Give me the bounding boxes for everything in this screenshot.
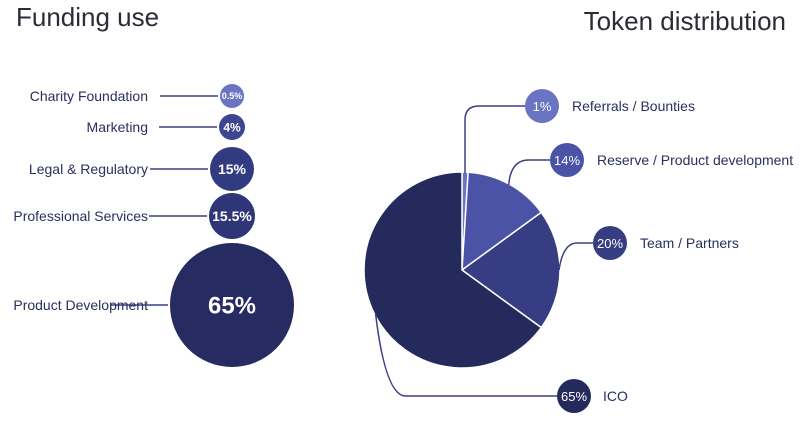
pie-label-ico: ICO: [603, 388, 628, 404]
token-distribution-title: Token distribution: [583, 6, 786, 36]
funding-bubble-charity-foundation: [220, 84, 244, 108]
funding-label-professional-services: Professional Services: [13, 208, 148, 224]
pie-value-bubble-ico: [557, 379, 591, 413]
funding-value-marketing: 4%: [223, 120, 241, 134]
pie-value-team-partners: 20%: [597, 236, 623, 251]
funding-label-legal-regulatory: Legal & Regulatory: [29, 161, 148, 177]
funding-bubble-legal-regulatory: [210, 147, 254, 191]
pie-value-bubble-referrals-bounties: [525, 89, 559, 123]
pie-leader-ico: [374, 313, 557, 397]
funding-value-legal-regulatory: 15%: [218, 161, 247, 177]
funding-bubble-professional-services: [209, 193, 255, 239]
pie-label-referrals-bounties: Referrals / Bounties: [572, 98, 695, 114]
funding-bubble-product-development: [170, 243, 294, 367]
pie-leader-reserve-product-development: [507, 159, 550, 186]
pie-value-bubble-team-partners: [593, 226, 627, 260]
pie-label-reserve-product-development: Reserve / Product development: [597, 152, 793, 168]
pie-value-reserve-product-development: 14%: [554, 153, 580, 168]
funding-bubble-marketing: [219, 114, 245, 140]
pie-slice-ico: [363, 171, 543, 369]
funding-label-product-development: Product Development: [13, 297, 148, 313]
funding-value-product-development: 65%: [208, 293, 256, 320]
funding-label-marketing: Marketing: [87, 119, 148, 135]
pie-leader-referrals-bounties: [464, 105, 525, 173]
pie-value-referrals-bounties: 1%: [533, 99, 552, 114]
pie-value-ico: 65%: [561, 389, 587, 404]
pie-label-team-partners: Team / Partners: [640, 235, 739, 251]
funding-value-professional-services: 15.5%: [212, 208, 252, 224]
pie-value-bubble-reserve-product-development: [550, 143, 584, 177]
funding-label-charity-foundation: Charity Foundation: [30, 88, 148, 104]
funding-value-charity-foundation: 0.5%: [222, 91, 243, 101]
pie-slice-team-partners: [460, 211, 561, 329]
pie-leader-team-partners: [558, 242, 593, 271]
funding-use-title: Funding use: [16, 2, 160, 32]
